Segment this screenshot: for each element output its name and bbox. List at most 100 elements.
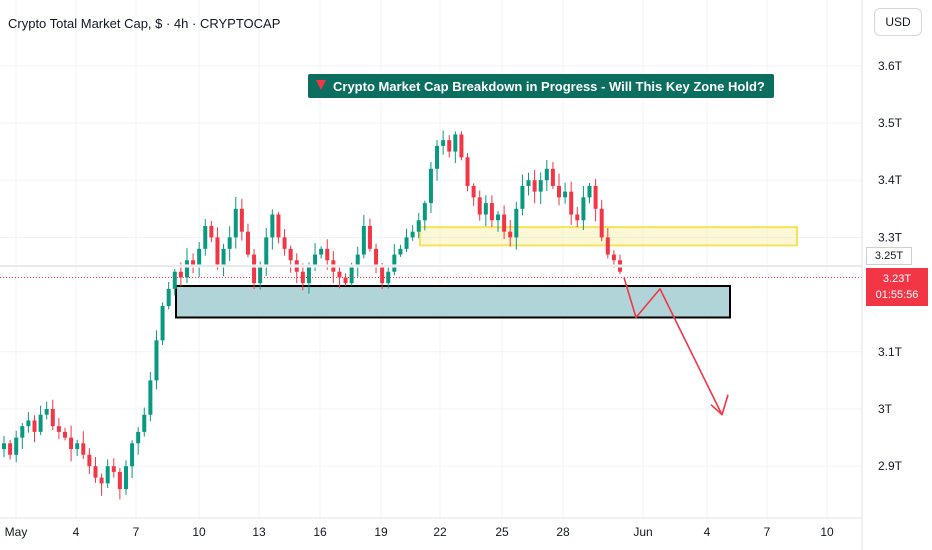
projection-arrowhead (710, 394, 729, 416)
candle-body (447, 140, 452, 152)
candle-body (99, 477, 104, 484)
currency-button[interactable]: USD (874, 8, 922, 36)
candle (544, 159, 549, 192)
candle-body (276, 214, 281, 238)
y-tick-label: 3T (878, 402, 893, 416)
candle (489, 195, 494, 227)
y-tick-label: 3.3T (878, 230, 903, 244)
candle (136, 427, 141, 455)
candle-body (319, 248, 324, 255)
candle (87, 448, 92, 475)
candle (410, 225, 415, 241)
x-tick-label: 19 (374, 525, 388, 539)
candle (288, 245, 293, 273)
candle (130, 440, 135, 479)
candle-body (587, 185, 592, 198)
candle-body (221, 248, 226, 266)
candle-body (69, 437, 74, 450)
candle (575, 207, 580, 228)
x-tick-label: 4 (73, 525, 80, 539)
y-tick-label: 2.9T (878, 459, 903, 473)
candle (148, 371, 153, 422)
candle-body (544, 168, 549, 181)
candle-body (306, 266, 311, 284)
y-tick-label: 3.1T (878, 345, 903, 359)
candle-body (233, 208, 238, 238)
candle (32, 415, 37, 443)
candle (483, 195, 488, 227)
candle-body (496, 214, 501, 221)
candle (392, 244, 397, 276)
candle-body (581, 197, 586, 221)
y-tick-label: 3.6T (878, 59, 903, 73)
y-axis[interactable]: 3.6T 3.5T 3.4T 3.3T 3.1T 3T 2.9T (861, 0, 903, 550)
candle-body (477, 197, 482, 215)
candle-body (422, 203, 427, 221)
candles (2, 130, 622, 500)
candle (386, 267, 391, 289)
candle-body (130, 443, 135, 467)
candle (465, 153, 470, 192)
candle-body (349, 266, 354, 284)
candle-body (142, 414, 147, 432)
last-price-value: 3.23T (882, 273, 912, 285)
x-tick-label: 22 (433, 525, 447, 539)
candle (56, 418, 61, 440)
x-tick-label: May (5, 525, 28, 539)
x-tick-label: 7 (133, 525, 140, 539)
candle-body (148, 380, 153, 415)
candle-body (575, 214, 580, 221)
candle-body (374, 248, 379, 266)
candle (361, 214, 366, 259)
candle (477, 190, 482, 221)
candle-body (44, 409, 49, 415)
grid (0, 0, 862, 518)
candle (239, 198, 244, 241)
candle-body (471, 185, 476, 198)
candle-body (8, 443, 13, 455)
candle (550, 161, 555, 189)
candle-body (14, 437, 19, 455)
candle-body (50, 409, 55, 427)
candle-body (313, 254, 318, 266)
candle (502, 205, 507, 240)
candle-body (191, 260, 196, 266)
candle-body (93, 466, 98, 478)
x-axis[interactable]: May 4 7 10 13 16 19 22 25 28 Jun 4 7 10 (0, 517, 862, 539)
candle (166, 281, 171, 310)
candle-body (245, 231, 250, 255)
candle (117, 468, 122, 500)
candle (197, 242, 202, 277)
candle-body (404, 237, 409, 249)
y-tick-label: 3.5T (878, 116, 903, 130)
marked-level-label: 3.25T (866, 247, 912, 265)
candle-body (32, 420, 37, 432)
x-tick-label: Jun (633, 525, 652, 539)
x-tick-label: 16 (313, 525, 327, 539)
candle (599, 199, 604, 242)
candle (50, 399, 55, 431)
candle-body (215, 237, 220, 266)
candle (75, 439, 80, 456)
candle (8, 439, 13, 460)
candle-body (392, 254, 397, 272)
candle-body (105, 466, 110, 484)
candle-body (62, 431, 67, 438)
symbol-title: Crypto Total Market Cap, $ · 4h · CRYPTO… (8, 16, 280, 31)
candle-body (325, 248, 330, 261)
candle-body (550, 168, 555, 186)
candle-body (87, 454, 92, 467)
down-triangle-icon (316, 80, 326, 90)
x-tick-label: 13 (252, 525, 266, 539)
zones (175, 226, 798, 319)
candle-body (117, 471, 122, 490)
candle-body (380, 266, 385, 284)
candle-body (209, 225, 214, 238)
candle (93, 456, 98, 483)
candle (587, 183, 592, 204)
candle (618, 254, 622, 275)
candle-body (483, 203, 488, 215)
x-tick-label: 10 (192, 525, 206, 539)
